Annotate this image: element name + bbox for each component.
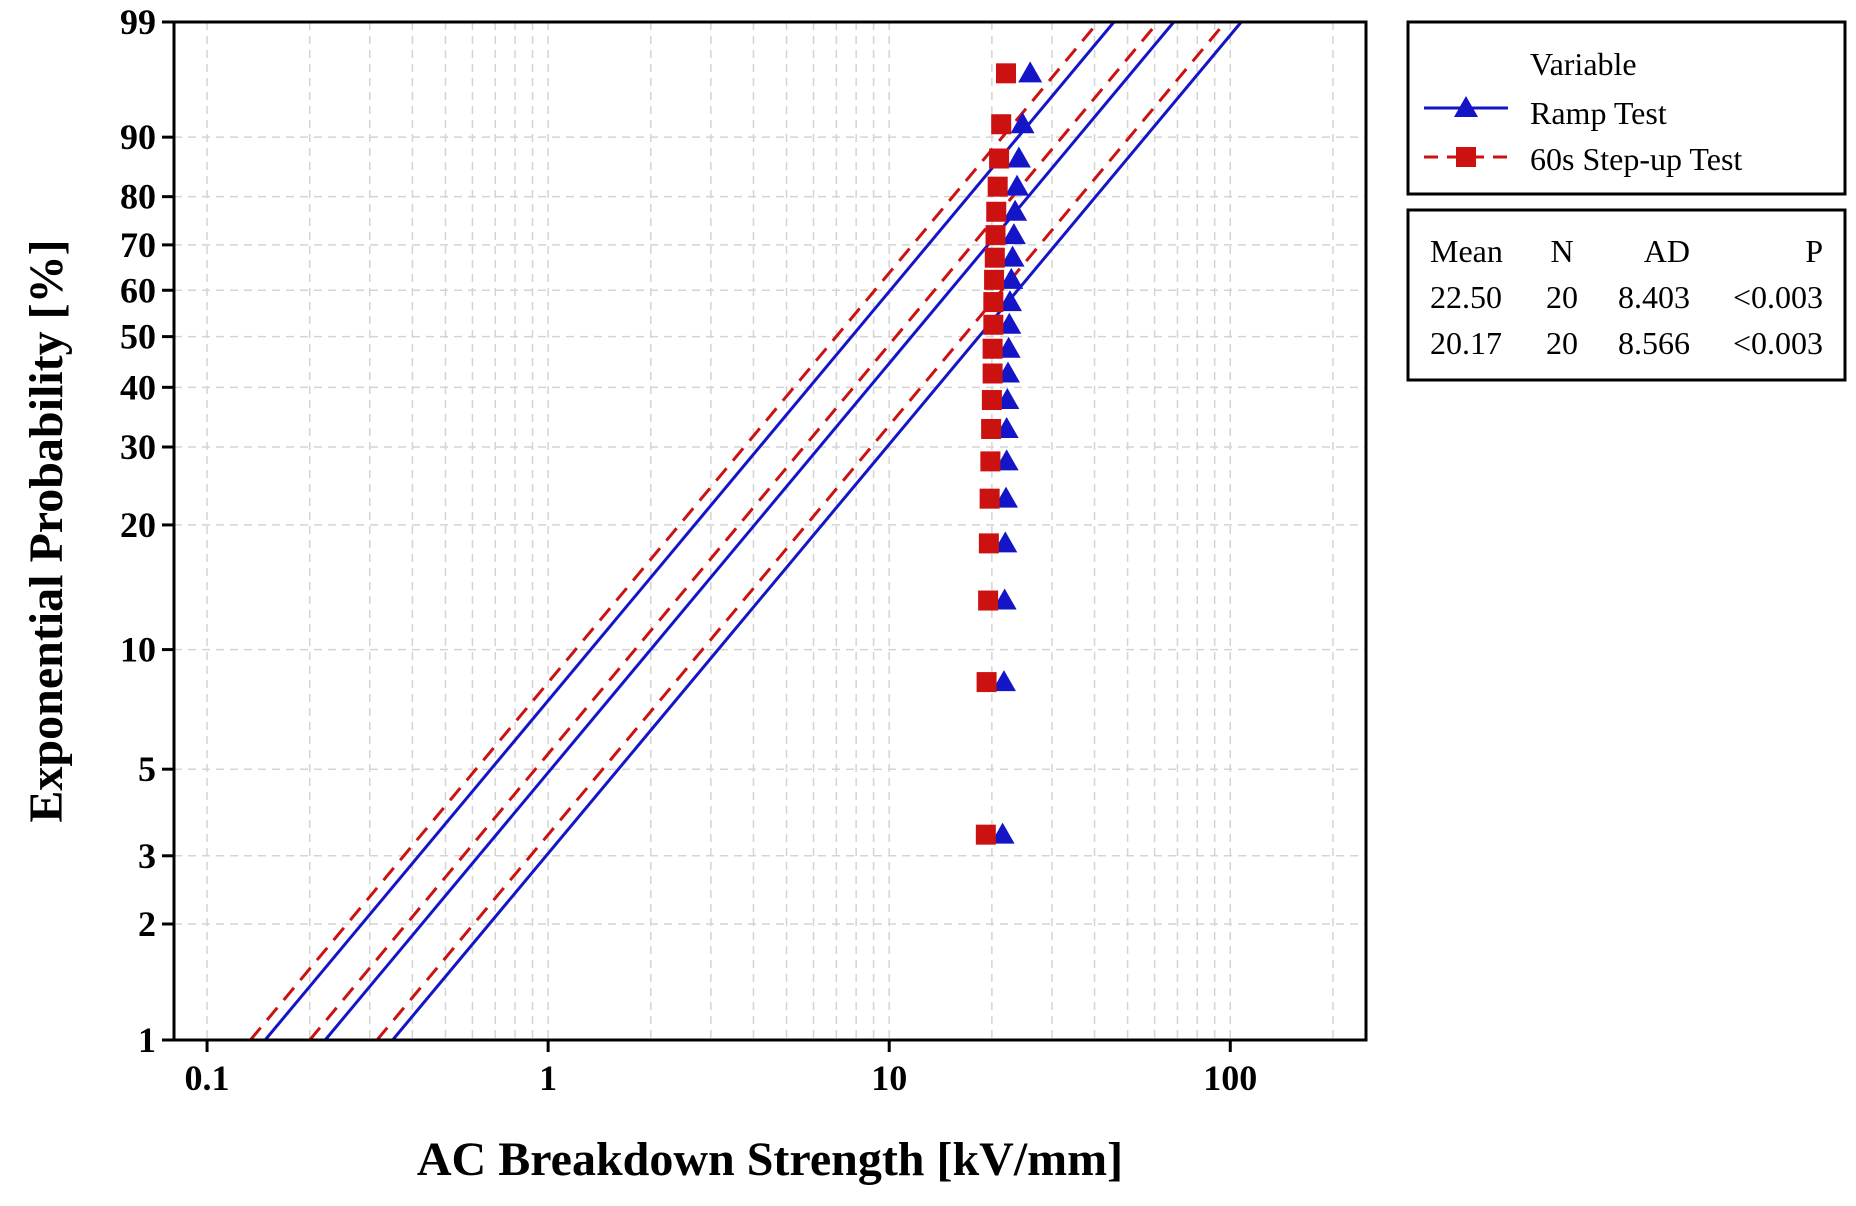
y-tick-label: 10: [120, 630, 156, 670]
series-1-point: [1010, 112, 1035, 134]
series-2-point: [981, 390, 1002, 411]
series-1-point: [993, 486, 1018, 508]
series-1-point: [1005, 174, 1030, 196]
series-2-point: [984, 269, 1005, 290]
series-1-point: [1003, 199, 1028, 221]
series-1-point: [992, 588, 1017, 610]
y-axis-title: Exponential Probability [%]: [20, 239, 73, 822]
fit-lines: [249, 21, 1243, 1041]
series-2-point: [981, 419, 1002, 440]
series-1-ci-lower: [263, 21, 1116, 1041]
y-tick-label: 99: [120, 2, 156, 42]
stats-header-mean: Mean: [1430, 233, 1503, 269]
y-tick-label: 70: [120, 225, 156, 265]
x-tick-label: 1: [539, 1058, 557, 1098]
series-2-point: [982, 338, 1003, 359]
series-2-point: [987, 176, 1008, 197]
stats-row1-n: 20: [1546, 279, 1578, 315]
stats-row1-ad: 8.403: [1618, 279, 1690, 315]
series-1-point: [1000, 245, 1025, 267]
series-2-point: [978, 533, 999, 554]
y-tick-label: 1: [138, 1020, 156, 1060]
series-1-point: [1006, 146, 1031, 168]
legend: Variable Ramp Test 60s Step-up Test: [1406, 20, 1847, 196]
series-2-point: [989, 148, 1010, 169]
series-1-point: [1001, 223, 1026, 245]
grid-lines: [174, 22, 1366, 1040]
stats-frame: [1406, 208, 1847, 382]
stats-header-n: N: [1550, 233, 1573, 269]
series-1-fit-line: [324, 21, 1175, 1041]
series-2-point: [978, 590, 999, 611]
series-2-ci-upper: [375, 21, 1227, 1041]
series-2-point: [985, 225, 1006, 246]
stats-header-p: P: [1805, 233, 1823, 269]
series-2-point: [982, 363, 1003, 384]
series-2-point: [975, 824, 996, 845]
stats-row2-ad: 8.566: [1618, 325, 1690, 361]
series-2-point: [983, 292, 1004, 313]
stats-header-ad: AD: [1644, 233, 1690, 269]
legend-marker-stepup: [1456, 147, 1476, 167]
series-2-point: [995, 63, 1016, 84]
series-2-point: [976, 672, 997, 693]
series-2-ci-lower: [249, 21, 1100, 1041]
x-axis-title: AC Breakdown Strength [kV/mm]: [417, 1133, 1123, 1186]
series-2-point: [984, 247, 1005, 268]
y-tick-label: 80: [120, 177, 156, 217]
legend-title: Variable: [1530, 46, 1637, 82]
y-tick-label: 60: [120, 270, 156, 310]
series-1-point: [993, 531, 1018, 553]
series-1-point: [996, 336, 1021, 358]
series-2-point: [980, 451, 1001, 472]
series-1-point: [991, 670, 1016, 692]
stats-row1-p: <0.003: [1733, 279, 1823, 315]
series-1-point: [1018, 61, 1043, 83]
x-tick-label: 10: [871, 1058, 907, 1098]
series-1-point: [990, 822, 1015, 844]
x-tick-label: 0.1: [185, 1058, 230, 1098]
y-tick-label: 2: [138, 904, 156, 944]
y-tick-label: 30: [120, 427, 156, 467]
stats-row2-n: 20: [1546, 325, 1578, 361]
legend-label-stepup: 60s Step-up Test: [1530, 141, 1742, 177]
series-1-ci-upper: [391, 21, 1243, 1041]
series-2-point: [979, 488, 1000, 509]
x-tick-label: 100: [1203, 1058, 1257, 1098]
stats-row2-mean: 20.17: [1430, 325, 1502, 361]
legend-marker-ramp: [1454, 96, 1478, 117]
y-tick-label: 50: [120, 317, 156, 357]
y-tick-label: 3: [138, 836, 156, 876]
plot-frame: [172, 20, 1368, 1042]
y-tick-label: 5: [138, 749, 156, 789]
y-tick-label: 20: [120, 505, 156, 545]
series-2-point: [983, 314, 1004, 335]
series-1-point: [994, 449, 1019, 471]
y-tick-label: 90: [120, 117, 156, 157]
stats-row2-p: <0.003: [1733, 325, 1823, 361]
stats-table: Mean N AD P 22.50 20 8.403 <0.003 20.17 …: [1406, 208, 1847, 382]
series-1-point: [999, 267, 1024, 289]
data-points: [975, 61, 1043, 845]
series-2-point: [991, 114, 1012, 135]
series-1-point: [997, 290, 1022, 312]
series-2-point: [986, 201, 1007, 222]
legend-label-ramp: Ramp Test: [1530, 95, 1667, 131]
axis-ticks: 0.1 1 10 100 1 2 3 5 10 20 30 40 50 60 70 80 90 99: [120, 2, 1257, 1098]
stats-row1-mean: 22.50: [1430, 279, 1502, 315]
y-tick-label: 40: [120, 367, 156, 407]
